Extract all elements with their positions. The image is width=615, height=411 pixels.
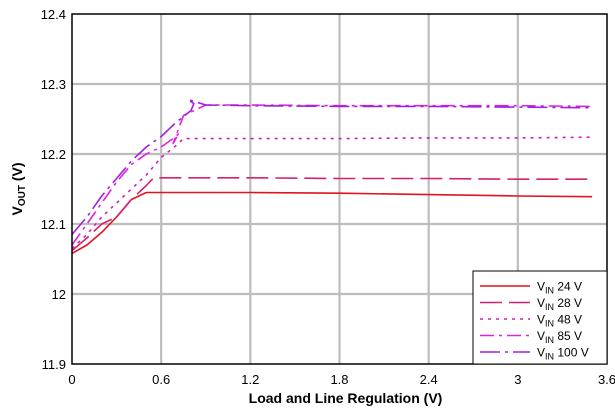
legend-label: VIN 28 V (537, 296, 582, 312)
series-layer (71, 98, 593, 255)
x-tick-label: 1.2 (241, 372, 259, 387)
y-tick-label: 12.4 (41, 7, 66, 22)
y-tick-label: 12 (52, 287, 66, 302)
series-line-2 (71, 177, 593, 252)
series-line-1 (71, 191, 593, 255)
legend-label: VIN 85 V (537, 329, 582, 345)
x-tick-label: 3 (514, 372, 521, 387)
legend-label: VIN 100 V (537, 346, 589, 362)
legend-label: VIN 24 V (537, 280, 582, 296)
series-line-5 (71, 98, 593, 236)
x-axis-title: Load and Line Regulation (V) (249, 390, 443, 406)
y-tick-label: 12.1 (41, 217, 66, 232)
x-tick-label: 0.6 (152, 372, 170, 387)
y-tick-label: 12.2 (41, 147, 66, 162)
plot-area-frame (71, 13, 608, 365)
series-line-3 (71, 136, 593, 250)
y-tick-label: 11.9 (42, 357, 66, 372)
tick-labels: 0 0.6 1.2 1.8 2.4 3 3.6 11.9 12 12.1 12.2 12.3 12.4 (41, 7, 615, 387)
x-tick-label: 2.4 (420, 372, 438, 387)
grid-layer (72, 14, 607, 364)
y-axis-title: VOUT (V) (9, 162, 28, 215)
y-tick-label: 12.3 (41, 77, 66, 92)
x-tick-label: 3.6 (598, 372, 615, 387)
x-tick-label: 0 (68, 372, 75, 387)
x-tick-label: 1.8 (330, 372, 348, 387)
legend-label: VIN 48 V (537, 313, 582, 329)
